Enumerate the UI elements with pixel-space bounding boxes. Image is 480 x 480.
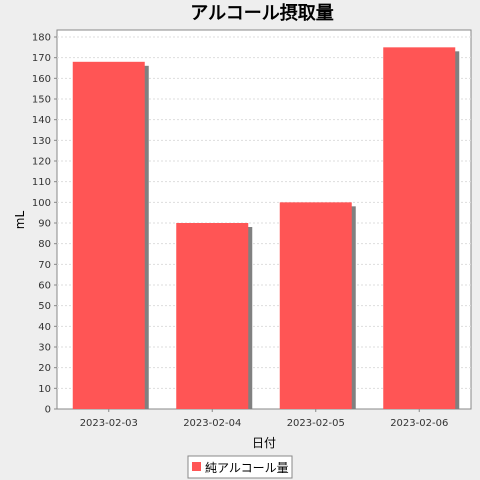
bar-2023-02-06 — [383, 47, 456, 409]
legend: 純アルコール量 — [187, 455, 293, 479]
y-axis-label: mL — [13, 210, 27, 229]
y-tick-label: 10 — [38, 384, 51, 395]
y-tick-label: 120 — [32, 157, 51, 168]
y-tick-label: 150 — [32, 95, 51, 106]
x-tick-label: 2023-02-04 — [183, 418, 241, 429]
y-tick-label: 40 — [38, 322, 51, 333]
x-tick-label: 2023-02-06 — [390, 418, 448, 429]
x-tick-label: 2023-02-03 — [80, 418, 138, 429]
y-axis: 0 10 20 30 40 50 60 70 80 90 100 110 120 130 140 150 160… — [32, 33, 57, 416]
bar-2023-02-04 — [176, 223, 249, 409]
y-tick-label: 160 — [32, 74, 51, 85]
y-tick-label: 170 — [32, 53, 51, 64]
y-tick-label: 0 — [45, 405, 51, 416]
y-tick-label: 80 — [38, 239, 51, 250]
chart-title: アルコール摂取量 — [190, 2, 333, 24]
y-tick-label: 60 — [38, 281, 51, 292]
x-axis: 2023-02-03 2023-02-04 2023-02-05 2023-02-06 — [80, 409, 448, 429]
y-tick-label: 130 — [32, 136, 51, 147]
x-axis-label: 日付 — [252, 436, 276, 450]
y-tick-label: 70 — [38, 260, 51, 271]
y-tick-label: 90 — [38, 219, 51, 230]
x-tick-label: 2023-02-05 — [287, 418, 345, 429]
bar-2023-02-03 — [72, 61, 145, 410]
legend-swatch — [192, 462, 201, 471]
y-tick-label: 180 — [32, 33, 51, 44]
y-tick-label: 30 — [38, 343, 51, 354]
y-tick-label: 140 — [32, 115, 51, 126]
bar-2023-02-05 — [279, 202, 352, 409]
y-tick-label: 110 — [32, 177, 51, 188]
legend-box — [187, 455, 293, 479]
bars — [72, 47, 460, 410]
y-tick-label: 50 — [38, 301, 51, 312]
y-tick-label: 100 — [32, 198, 51, 209]
y-tick-label: 20 — [38, 363, 51, 374]
legend-label: 純アルコール量 — [205, 461, 289, 475]
